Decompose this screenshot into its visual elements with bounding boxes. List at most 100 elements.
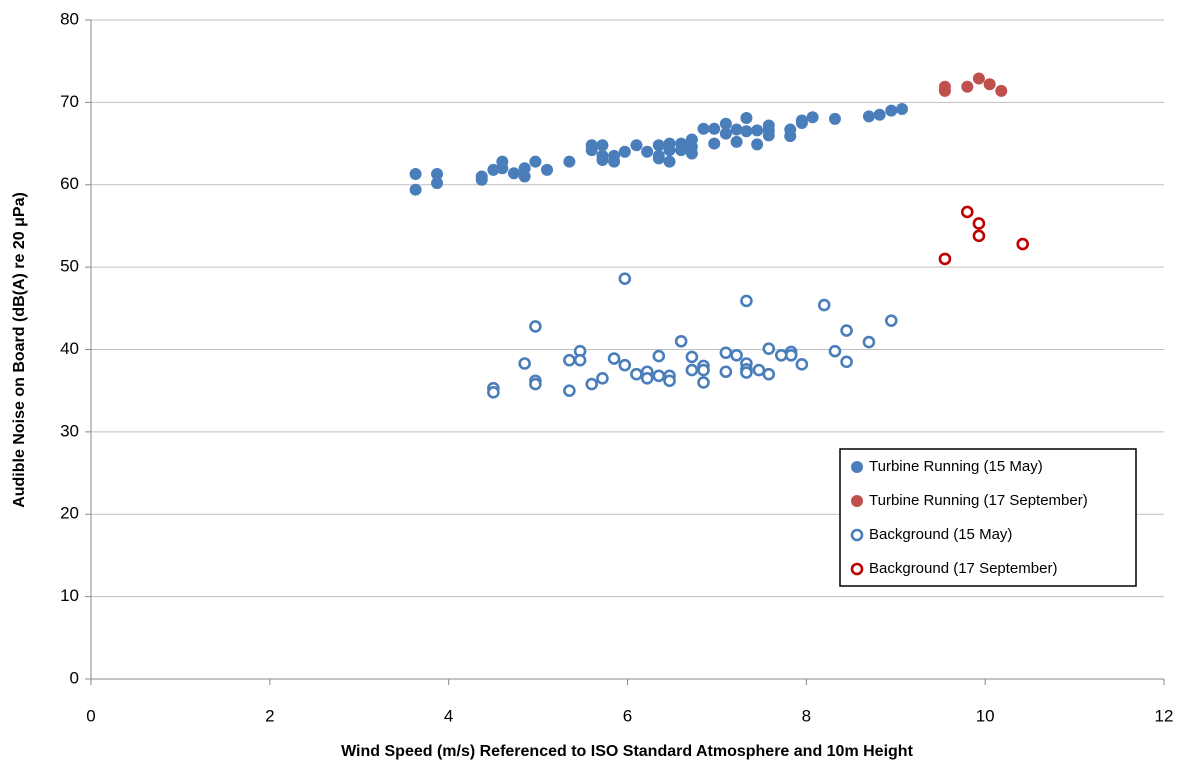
legend-marker xyxy=(851,495,863,507)
point xyxy=(740,366,753,379)
point xyxy=(618,272,632,285)
point xyxy=(774,348,788,362)
point xyxy=(896,102,909,115)
point xyxy=(828,112,841,125)
point xyxy=(817,298,831,312)
point xyxy=(697,363,710,377)
point xyxy=(541,163,554,176)
point xyxy=(730,123,743,136)
y-tick-label: 10 xyxy=(60,586,79,605)
legend-marker xyxy=(851,461,863,473)
point xyxy=(652,349,666,363)
legend-label: Background (15 May) xyxy=(869,526,1012,543)
legend-marker xyxy=(850,528,864,542)
point xyxy=(663,144,676,157)
point xyxy=(585,144,598,157)
point xyxy=(762,367,776,381)
point xyxy=(828,344,842,358)
point xyxy=(762,129,775,142)
point xyxy=(795,114,808,127)
legend-box xyxy=(839,448,1137,587)
point xyxy=(663,374,676,388)
x-tick-label: 4 xyxy=(444,706,453,725)
point xyxy=(674,334,688,348)
x-tick-label: 2 xyxy=(265,706,274,725)
point xyxy=(784,130,797,143)
point xyxy=(663,155,676,168)
point xyxy=(961,80,974,93)
point xyxy=(529,377,542,391)
point xyxy=(518,170,531,183)
point xyxy=(862,110,875,123)
point xyxy=(840,355,853,369)
point xyxy=(596,154,609,167)
point xyxy=(640,372,654,385)
y-tick-label: 70 xyxy=(60,92,79,111)
x-tick-label: 10 xyxy=(976,706,995,725)
legend-label: Turbine Running (15 May) xyxy=(869,458,1043,475)
point xyxy=(596,372,609,385)
point xyxy=(431,177,444,190)
point xyxy=(518,357,531,370)
point xyxy=(697,376,710,389)
point xyxy=(507,167,520,180)
y-tick-label: 20 xyxy=(60,504,79,523)
point xyxy=(487,163,500,176)
x-tick-label: 0 xyxy=(86,706,95,725)
point xyxy=(573,353,587,367)
point xyxy=(719,346,733,360)
point xyxy=(795,358,809,371)
point xyxy=(840,324,853,337)
point xyxy=(751,124,764,137)
point xyxy=(652,152,665,165)
point xyxy=(862,335,876,349)
point xyxy=(607,352,621,365)
point xyxy=(630,367,643,381)
point xyxy=(697,122,710,135)
point xyxy=(708,122,721,135)
point xyxy=(529,155,542,168)
y-tick-label: 80 xyxy=(60,9,79,28)
point xyxy=(740,112,753,125)
y-tick-label: 0 xyxy=(70,668,79,687)
point xyxy=(685,363,699,377)
point xyxy=(518,162,531,175)
x-tick-label: 8 xyxy=(802,706,811,725)
point xyxy=(652,369,666,383)
point xyxy=(719,117,732,130)
point xyxy=(685,147,698,160)
point xyxy=(618,145,631,158)
point xyxy=(608,155,621,168)
point xyxy=(585,377,599,391)
point xyxy=(938,252,952,266)
point xyxy=(752,363,766,377)
point xyxy=(885,104,898,117)
x-axis-label: Wind Speed (m/s) Referenced to ISO Stand… xyxy=(341,743,913,760)
point xyxy=(983,78,996,91)
point xyxy=(740,294,753,308)
point xyxy=(730,135,743,148)
point xyxy=(563,155,576,168)
y-tick-label: 50 xyxy=(60,257,79,276)
point xyxy=(762,342,776,355)
point xyxy=(487,386,500,399)
y-axis-label: Audible Noise on Board (dB(A) re 20 μPa) xyxy=(11,192,28,508)
point xyxy=(719,127,732,140)
point xyxy=(675,144,688,157)
point xyxy=(995,84,1008,97)
y-tick-label: 60 xyxy=(60,174,79,193)
point xyxy=(730,348,743,362)
x-tick-label: 12 xyxy=(1155,706,1174,725)
point xyxy=(409,168,422,181)
point xyxy=(751,138,764,151)
point xyxy=(618,358,632,372)
point xyxy=(960,205,974,219)
point xyxy=(529,320,542,333)
y-tick-label: 40 xyxy=(60,339,79,358)
point xyxy=(431,168,444,181)
point xyxy=(884,314,898,327)
point xyxy=(740,125,753,138)
x-tick-label: 6 xyxy=(623,706,632,725)
point xyxy=(1016,237,1030,251)
